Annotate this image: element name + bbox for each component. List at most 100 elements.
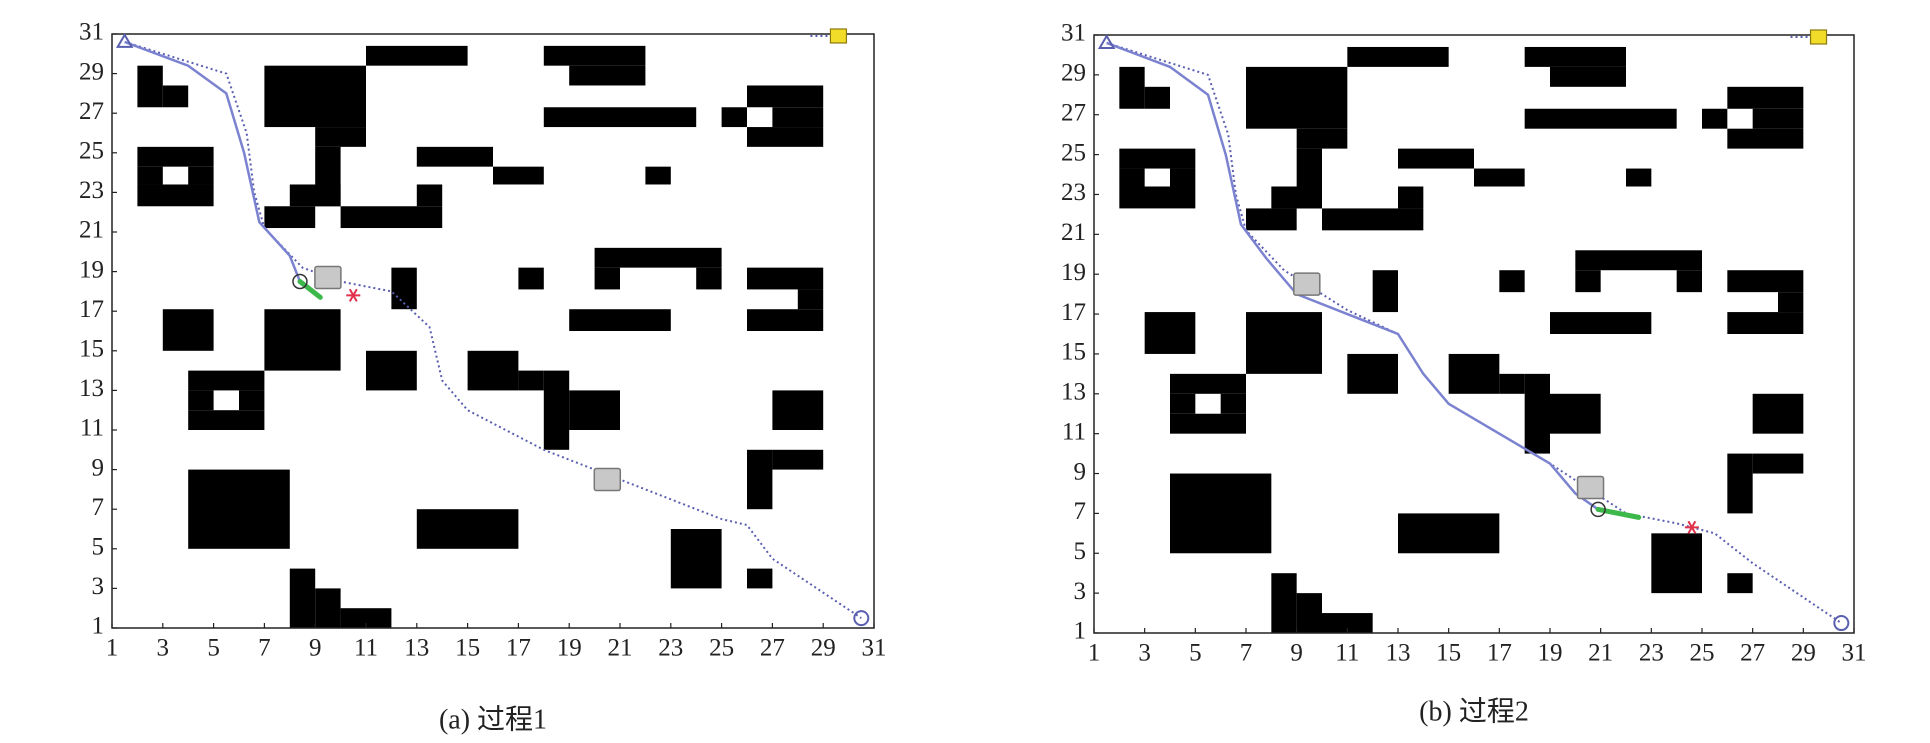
obstacle <box>518 267 544 290</box>
obstacle <box>315 588 341 628</box>
obstacle <box>188 390 214 411</box>
obstacle <box>188 469 290 549</box>
y-tick-label: 19 <box>79 256 104 283</box>
obstacle <box>366 350 417 391</box>
obstacle <box>594 267 620 290</box>
y-tick-label: 9 <box>92 454 105 481</box>
obstacle <box>1702 108 1728 129</box>
obstacle <box>1246 66 1348 129</box>
y-tick-label: 11 <box>1062 418 1086 445</box>
obstacle <box>162 309 214 351</box>
obstacle <box>1474 168 1525 187</box>
moving-obstacle <box>314 265 342 290</box>
obstacle <box>1727 128 1804 149</box>
obstacle <box>1524 108 1677 129</box>
traveled-path <box>1106 41 1599 511</box>
y-tick-label: 23 <box>1061 179 1086 206</box>
y-tick-label: 17 <box>1061 299 1086 326</box>
obstacle <box>1322 613 1373 633</box>
y-tick-label: 15 <box>79 336 104 363</box>
x-tick-label: 1 <box>106 635 119 662</box>
obstacle <box>1246 312 1322 374</box>
y-tick-label: 29 <box>79 58 104 85</box>
obstacle <box>518 370 544 391</box>
y-tick-label: 7 <box>1074 498 1087 525</box>
panel: 1 3 5 7 9 11 13 15 17 19 21 23 25 27 29 311357911131517… <box>1061 20 1867 728</box>
obstacle <box>772 449 824 470</box>
obstacle <box>416 509 519 549</box>
target <box>1684 520 1699 534</box>
caption: (b) 过程2 <box>1419 695 1529 727</box>
obstacle <box>569 65 646 86</box>
y-tick-label: 3 <box>92 573 105 600</box>
x-tick-label: 15 <box>1436 640 1461 667</box>
obstacle <box>1170 168 1196 187</box>
x-tick-label: 3 <box>157 635 170 662</box>
obstacle <box>747 449 773 510</box>
x-tick-label: 17 <box>1487 640 1512 667</box>
obstacle <box>1347 46 1449 67</box>
obstacle <box>289 184 341 207</box>
plot-frame <box>1093 34 1855 634</box>
obstacle <box>1752 108 1804 129</box>
obstacle <box>747 85 824 108</box>
y-tick-label: 31 <box>1061 20 1086 47</box>
obstacle <box>1499 270 1525 293</box>
obstacle <box>1144 86 1170 109</box>
x-tick-label: 5 <box>1189 640 1202 667</box>
obstacle <box>188 410 265 430</box>
obstacle <box>1752 393 1804 434</box>
goal-marker <box>1809 29 1828 45</box>
y-tick-label: 17 <box>79 296 104 323</box>
x-tick-label: 21 <box>608 635 633 662</box>
x-tick-label: 3 <box>1138 640 1151 667</box>
y-tick-label: 25 <box>79 138 104 165</box>
obstacle <box>1322 208 1424 231</box>
obstacle <box>1372 270 1398 313</box>
y-tick-label: 19 <box>1061 259 1086 286</box>
obstacle <box>594 247 722 268</box>
obstacle <box>1727 312 1804 334</box>
obstacle <box>772 390 824 430</box>
obstacle <box>747 127 824 147</box>
obstacle <box>315 127 366 147</box>
obstacle <box>772 107 824 128</box>
y-tick-label: 27 <box>1061 99 1086 126</box>
obstacle <box>747 568 773 589</box>
moving-obstacle <box>593 467 622 492</box>
obstacle <box>1119 148 1196 169</box>
obstacle <box>467 350 519 391</box>
obstacle <box>1246 208 1297 231</box>
x-tick-label: 27 <box>1740 640 1765 667</box>
x-tick-label: 9 <box>1290 640 1303 667</box>
obstacle <box>493 166 544 185</box>
obstacle <box>1296 128 1348 149</box>
obstacle <box>1170 373 1246 394</box>
obstacle <box>1398 513 1500 554</box>
obstacle <box>1347 353 1398 394</box>
obstacle <box>543 107 697 128</box>
obstacle <box>264 65 366 128</box>
target-stroke <box>348 288 358 302</box>
obstacle <box>137 166 163 185</box>
obstacle <box>137 146 214 167</box>
obstacle <box>1727 573 1753 594</box>
y-tick-label: 3 <box>1074 578 1087 605</box>
start <box>115 32 134 48</box>
obstacle <box>1626 168 1652 187</box>
caption: (a) 过程1 <box>439 703 547 735</box>
obstacle <box>340 608 392 628</box>
x-tick-label: 15 <box>455 635 480 662</box>
goal <box>853 610 870 627</box>
obstacle <box>1271 573 1297 633</box>
obstacle <box>721 107 747 128</box>
obstacle <box>1550 393 1601 434</box>
x-tick-label: 5 <box>207 635 220 662</box>
target-stroke <box>1687 520 1697 534</box>
obstacle <box>1170 413 1246 434</box>
obstacle <box>1170 393 1196 414</box>
y-tick-label: 21 <box>79 217 104 244</box>
x-tick-label: 1 <box>1088 640 1101 667</box>
obstacle <box>1727 86 1804 109</box>
